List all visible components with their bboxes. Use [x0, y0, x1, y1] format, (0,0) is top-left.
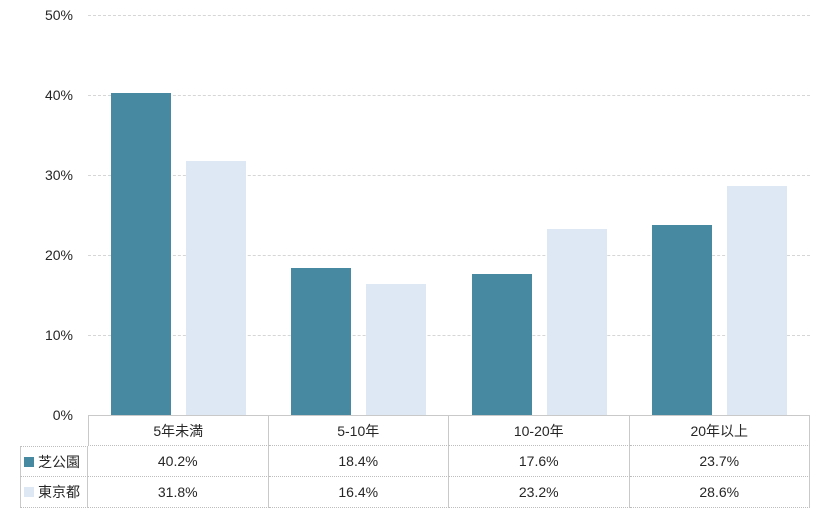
gridline	[88, 15, 810, 16]
value-cell: 23.7%	[629, 446, 810, 477]
legend-cell: 東京都	[20, 477, 88, 508]
gridline	[88, 175, 810, 176]
data-table: 5年未満 5-10年 10-20年 20年以上芝公園 40.2% 18.4% 17.6% 23…	[20, 415, 810, 508]
y-axis-tick-label: 10%	[44, 327, 73, 343]
bar-group	[269, 15, 450, 415]
value-cell: 18.4%	[268, 446, 449, 477]
legend-label: 東京都	[38, 484, 80, 500]
bar-series-2	[366, 284, 427, 415]
y-axis-tick-label: 40%	[44, 87, 73, 103]
category-header-cell: 10-20年	[449, 415, 630, 446]
gridline	[88, 255, 810, 256]
y-axis-tick-label: 20%	[44, 247, 73, 263]
bar-series-1	[110, 93, 171, 415]
bar-series-1	[471, 274, 532, 415]
bar-series-1	[652, 225, 713, 415]
category-header-cell: 20年以上	[629, 415, 810, 446]
value-cell: 28.6%	[629, 477, 810, 508]
legend-swatch-icon	[24, 487, 34, 497]
table-corner-cell	[20, 415, 88, 446]
value-cell: 40.2%	[88, 446, 269, 477]
legend-label: 芝公園	[38, 453, 80, 470]
bar-group	[449, 15, 630, 415]
gridline	[88, 335, 810, 336]
y-axis-tick-label: 30%	[44, 167, 73, 183]
bar-group	[630, 15, 811, 415]
y-axis-tick-label: 50%	[44, 7, 73, 23]
bar-group	[88, 15, 269, 415]
bar-series-2	[727, 186, 788, 415]
value-cell: 23.2%	[449, 477, 630, 508]
bar-series-2	[185, 161, 246, 415]
value-cell: 17.6%	[449, 446, 630, 477]
legend-cell: 芝公園	[20, 446, 88, 477]
bar-series-2	[546, 229, 607, 415]
value-cell: 31.8%	[88, 477, 269, 508]
value-cell: 16.4%	[268, 477, 449, 508]
category-header-cell: 5年未満	[88, 415, 269, 446]
legend-swatch-icon	[24, 456, 34, 467]
bar-series-1	[291, 268, 352, 415]
y-axis-tick-label: 0%	[52, 407, 73, 423]
category-header-cell: 5-10年	[268, 415, 449, 446]
gridline	[88, 95, 810, 96]
